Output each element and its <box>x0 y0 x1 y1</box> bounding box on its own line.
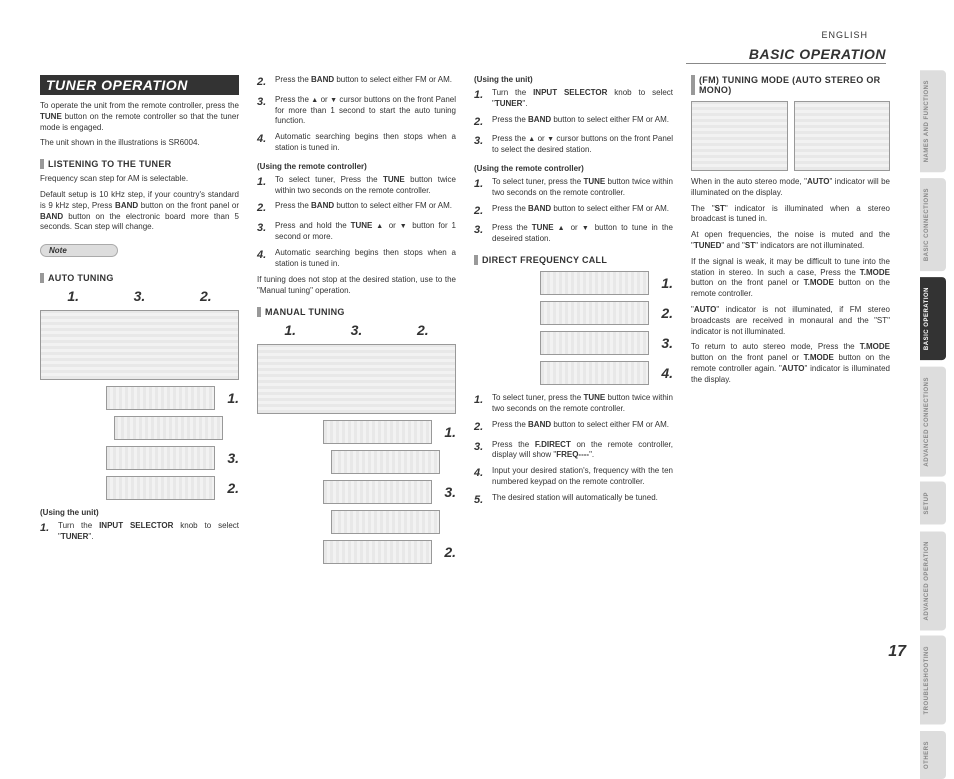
fm-text: The "ST" indicator is illuminated when a… <box>691 204 890 226</box>
column-2: 2.Press the BAND button to select either… <box>257 75 456 570</box>
sub-heading-manual: MANUAL TUNING <box>257 307 456 317</box>
fm-text: To return to auto stereo mode, Press the… <box>691 342 890 385</box>
page-number: 17 <box>888 643 906 661</box>
nav-tab[interactable]: ADVANCED OPERATION <box>920 531 946 630</box>
step-item: 2.Press the BAND button to select either… <box>257 75 456 90</box>
step-item: 2.Press the BAND button to select either… <box>474 204 673 219</box>
using-unit-head: (Using the unit) <box>40 508 239 517</box>
sub-heading-auto-tuning: AUTO TUNING <box>40 273 239 283</box>
remote-slice <box>323 540 432 564</box>
language-label: ENGLISH <box>686 30 886 40</box>
sub-heading-direct: DIRECT FREQUENCY CALL <box>474 255 673 265</box>
remote-slice <box>106 386 215 410</box>
fm-text: At open frequencies, the noise is muted … <box>691 230 890 252</box>
remote-illustration-with-callouts: 1. 2. 3. 4. <box>474 271 673 385</box>
step-item: 3.Press the TUNE ▲ or ▼ button to tune i… <box>474 223 673 245</box>
remote-illustration-with-callouts: 1. . 3. 2. <box>40 386 239 500</box>
remote-illustration <box>794 101 891 171</box>
nav-tab[interactable]: SETUP <box>920 482 946 525</box>
step-item: 5.The desired station will automatically… <box>474 493 673 508</box>
fm-text: When in the auto stereo mode, "AUTO" ind… <box>691 177 890 199</box>
unit-illustration <box>257 344 456 414</box>
remote-slice <box>331 510 440 534</box>
step-item: 1.Turn the INPUT SELECTOR knob to select… <box>40 521 239 543</box>
fm-text: If the signal is weak, it may be difficu… <box>691 257 890 300</box>
nav-tab[interactable]: TROUBLESHOOTING <box>920 636 946 725</box>
step-item: 3.Press the F.DIRECT on the remote contr… <box>474 440 673 462</box>
remote-slice <box>331 450 440 474</box>
step-item: 1.Turn the INPUT SELECTOR knob to select… <box>474 88 673 110</box>
sub-heading-listening: LISTENING TO THE TUNER <box>40 159 239 169</box>
remote-illustration-with-callouts: 1. . 3. . 2. <box>257 420 456 564</box>
using-unit-head: (Using the unit) <box>474 75 673 84</box>
step-item: 1.To select tuner, Press the TUNE button… <box>257 175 456 197</box>
column-1: TUNER OPERATION To operate the unit from… <box>40 75 239 570</box>
column-3: (Using the unit) 1.Turn the INPUT SELECT… <box>474 75 673 570</box>
step-item: 1.To select tuner, press the TUNE button… <box>474 177 673 199</box>
step-item: 3.Press and hold the TUNE ▲ or ▼ button … <box>257 221 456 243</box>
page-header: ENGLISH BASIC OPERATION <box>686 30 886 64</box>
listen-text-2: Default setup is 10 kHz step, if your co… <box>40 190 239 233</box>
intro-text-2: The unit shown in the illustrations is S… <box>40 138 239 149</box>
remote-slice <box>114 416 223 440</box>
step-item: 4.Automatic searching begins then stops … <box>257 248 456 270</box>
manual-note: If tuning does not stop at the desired s… <box>257 275 456 297</box>
unit-callouts: 1. 3. 2. <box>257 322 456 338</box>
step-item: 2.Press the BAND button to select either… <box>474 115 673 130</box>
nav-tab[interactable]: BASIC CONNECTIONS <box>920 178 946 271</box>
tuner-operation-title: TUNER OPERATION <box>40 75 239 95</box>
remote-slice <box>540 301 649 325</box>
nav-tab[interactable]: NAMES AND FUNCTIONS <box>920 70 946 172</box>
nav-tab-active[interactable]: BASIC OPERATION <box>920 277 946 360</box>
unit-illustration <box>691 101 788 171</box>
fm-illustrations <box>691 101 890 171</box>
nav-tab[interactable]: OTHERS <box>920 731 946 779</box>
using-remote-head: (Using the remote controller) <box>257 162 456 171</box>
remote-slice <box>323 480 432 504</box>
step-item: 4.Automatic searching begins then stops … <box>257 132 456 154</box>
fm-text: "AUTO" indicator is not illuminated, if … <box>691 305 890 337</box>
intro-text-1: To operate the unit from the remote cont… <box>40 101 239 133</box>
unit-callouts: 1. 3. 2. <box>40 288 239 304</box>
content-columns: TUNER OPERATION To operate the unit from… <box>40 75 890 570</box>
using-remote-head: (Using the remote controller) <box>474 164 673 173</box>
remote-slice <box>540 331 649 355</box>
step-item: 2.Press the BAND button to select either… <box>474 420 673 435</box>
remote-slice <box>540 361 649 385</box>
column-4: (FM) TUNING MODE (AUTO STEREO OR MONO) W… <box>691 75 890 570</box>
remote-slice <box>540 271 649 295</box>
remote-slice <box>106 476 215 500</box>
step-item: 3.Press the ▲ or ▼ cursor buttons on the… <box>474 134 673 156</box>
step-item: 2.Press the BAND button to select either… <box>257 201 456 216</box>
remote-slice <box>323 420 432 444</box>
sub-heading-fm-mode: (FM) TUNING MODE (AUTO STEREO OR MONO) <box>691 75 890 95</box>
step-item: 3.Press the ▲ or ▼ cursor buttons on the… <box>257 95 456 127</box>
remote-slice <box>106 446 215 470</box>
step-item: 1.To select tuner, press the TUNE button… <box>474 393 673 415</box>
nav-tab[interactable]: ADVANCED CONNECTIONS <box>920 367 946 477</box>
step-item: 4.Input your desired station's, frequenc… <box>474 466 673 488</box>
note-pill: Note <box>40 244 118 257</box>
section-title-right: BASIC OPERATION <box>686 46 886 64</box>
listen-text-1: Frequency scan step for AM is selectable… <box>40 174 239 185</box>
side-navigation-tabs: NAMES AND FUNCTIONS BASIC CONNECTIONS BA… <box>920 70 946 779</box>
unit-illustration <box>40 310 239 380</box>
